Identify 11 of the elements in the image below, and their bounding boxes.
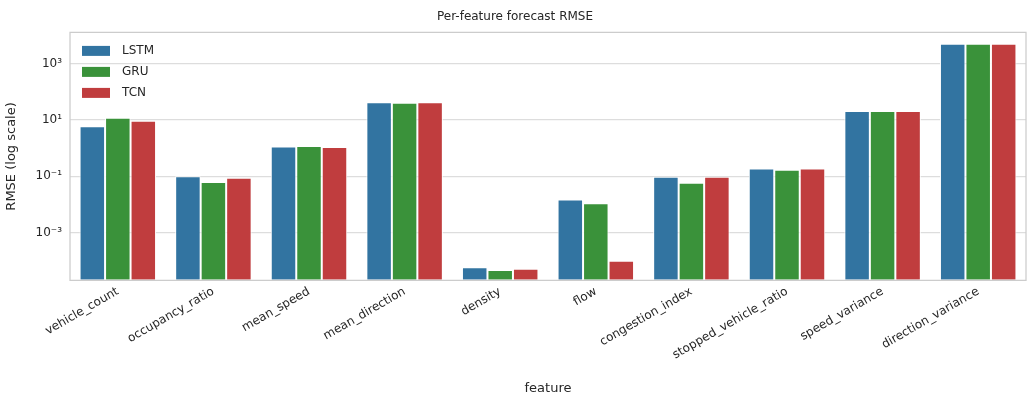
y-tick-label: 10³ [41, 55, 63, 70]
legend-label: LSTM [122, 43, 155, 58]
y-axis-title: RMSE (log scale) [3, 102, 19, 211]
x-axis-title: feature [524, 379, 572, 395]
y-tick-label: 10⁻³ [35, 224, 63, 239]
y-tick-label: 10⁻¹ [35, 168, 63, 183]
chart-title: Per-feature forecast RMSE [436, 9, 594, 24]
legend-label: TCN [121, 85, 146, 100]
x-tick-label: flow [570, 283, 600, 309]
y-tick-label: 10¹ [41, 112, 63, 127]
legend-label: GRU [122, 64, 149, 79]
